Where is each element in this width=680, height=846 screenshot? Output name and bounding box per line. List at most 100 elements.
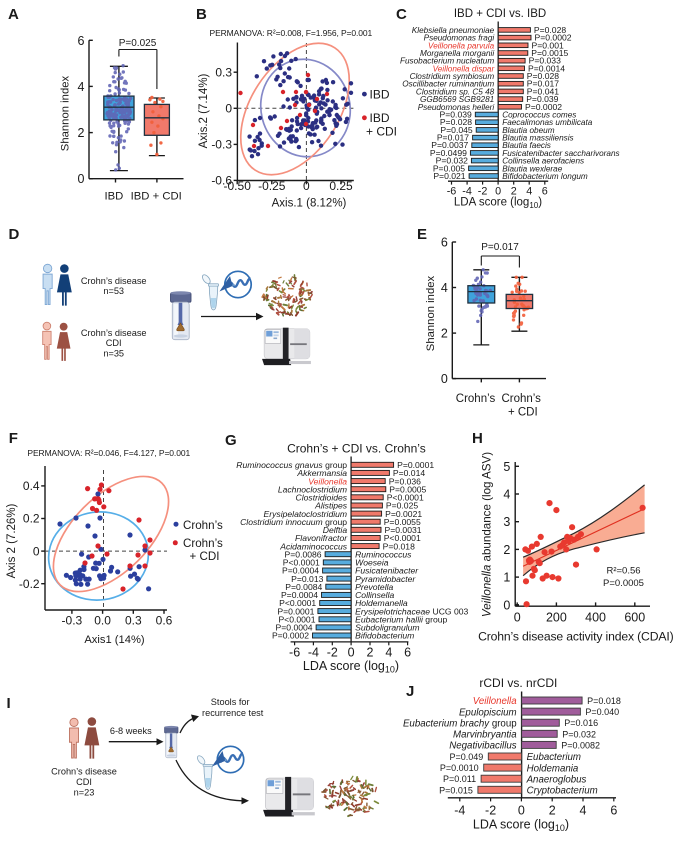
svg-text:Flavonifractor: Flavonifractor	[295, 533, 348, 543]
svg-text:P=0.0005: P=0.0005	[389, 484, 426, 494]
svg-text:P=0.0004: P=0.0004	[281, 590, 318, 600]
svg-text:Veillonella: Veillonella	[473, 696, 517, 707]
svg-text:P=0.021: P=0.021	[433, 171, 465, 181]
svg-text:Axis 2 (7.26%): Axis 2 (7.26%)	[6, 503, 18, 578]
svg-text:0: 0	[514, 611, 521, 625]
svg-text:6-8 weeks: 6-8 weeks	[110, 726, 152, 736]
svg-text:P=0.015: P=0.015	[439, 785, 473, 795]
svg-text:Acidaminococcus: Acidaminococcus	[279, 541, 348, 551]
svg-text:Blautia faecis: Blautia faecis	[502, 141, 551, 150]
svg-text:P=0.028: P=0.028	[527, 71, 559, 81]
svg-text:-0.2: -0.2	[19, 577, 40, 591]
svg-text:P=0.0084: P=0.0084	[285, 582, 322, 592]
svg-text:Epulopiscium: Epulopiscium	[459, 707, 517, 718]
svg-text:0.3: 0.3	[215, 65, 232, 79]
svg-text:Crohn’s disease: Crohn’s disease	[51, 767, 117, 777]
svg-text:n=23: n=23	[74, 788, 95, 798]
svg-text:P=0.0002: P=0.0002	[535, 33, 572, 43]
svg-text:Subdoligranulum: Subdoligranulum	[355, 623, 420, 633]
svg-text:Eubacterium hallii group: Eubacterium hallii group	[355, 615, 447, 625]
svg-text:6: 6	[404, 646, 411, 660]
svg-text:Coprococcus comes: Coprococcus comes	[502, 111, 576, 120]
svg-text:IBD + CDI: IBD + CDI	[131, 191, 182, 203]
svg-text:P=0.014: P=0.014	[393, 468, 425, 478]
svg-text:P=0.028: P=0.028	[534, 25, 566, 35]
svg-text:6: 6	[542, 186, 548, 198]
svg-text:4: 4	[526, 186, 532, 198]
svg-text:600: 600	[624, 611, 645, 625]
svg-text:P=0.028: P=0.028	[440, 117, 472, 127]
svg-text:200: 200	[546, 611, 567, 625]
svg-text:A: A	[8, 6, 19, 23]
svg-text:Pseudomonas fragi: Pseudomonas fragi	[424, 34, 495, 43]
svg-text:P=0.032: P=0.032	[562, 729, 596, 739]
svg-text:LDA score (log10): LDA score (log10)	[473, 818, 569, 834]
svg-text:-6: -6	[447, 186, 457, 198]
svg-text:P=0.036: P=0.036	[389, 476, 421, 486]
svg-text:-0.6: -0.6	[211, 174, 232, 188]
svg-text:P=0.0055: P=0.0055	[384, 517, 421, 527]
svg-text:5: 5	[503, 460, 510, 474]
svg-text:P=0.039: P=0.039	[526, 94, 558, 104]
svg-text:6: 6	[441, 236, 448, 250]
svg-text:Fusicatenibacter: Fusicatenibacter	[355, 566, 419, 576]
svg-text:Oscillibacter ruminantium: Oscillibacter ruminantium	[402, 80, 494, 89]
svg-text:P<0.0001: P<0.0001	[387, 493, 424, 503]
svg-text:IBD: IBD	[370, 88, 390, 102]
svg-text:2: 2	[367, 646, 374, 660]
svg-text:P=0.017: P=0.017	[527, 79, 559, 89]
svg-text:0.0: 0.0	[94, 614, 111, 628]
svg-text:P=0.0005: P=0.0005	[603, 578, 644, 589]
svg-text:P=0.0002: P=0.0002	[272, 631, 309, 641]
svg-text:-0.50: -0.50	[224, 179, 252, 193]
svg-text:-0.25: -0.25	[258, 179, 286, 193]
svg-text:-4: -4	[308, 646, 319, 660]
svg-text:Cryptobacterium: Cryptobacterium	[527, 786, 598, 797]
svg-text:Veillonella parvula: Veillonella parvula	[428, 41, 495, 50]
svg-text:Clostridium sp. C5 48: Clostridium sp. C5 48	[416, 87, 495, 96]
svg-text:n=53: n=53	[103, 286, 124, 296]
svg-text:-0.3: -0.3	[211, 138, 232, 152]
svg-text:Klebsiella pneumoniae: Klebsiella pneumoniae	[412, 26, 495, 35]
svg-text:Veillonella dispar: Veillonella dispar	[433, 64, 495, 73]
svg-text:0: 0	[495, 186, 501, 198]
svg-text:Shannon index: Shannon index	[60, 75, 72, 151]
svg-text:Blautia wexlerae: Blautia wexlerae	[502, 164, 563, 173]
svg-text:P=0.0037: P=0.0037	[431, 140, 468, 150]
svg-text:P=0.0010: P=0.0010	[440, 763, 479, 773]
svg-text:P=0.005: P=0.005	[433, 163, 465, 173]
svg-text:2: 2	[511, 186, 517, 198]
svg-text:P=0.0001: P=0.0001	[397, 460, 434, 470]
svg-text:P=0.039: P=0.039	[440, 110, 472, 120]
svg-text:Alistipes: Alistipes	[314, 501, 348, 511]
svg-text:0.2: 0.2	[23, 512, 40, 526]
svg-text:0: 0	[518, 804, 525, 818]
svg-text:4: 4	[441, 281, 448, 295]
svg-text:R²=0.56: R²=0.56	[606, 566, 640, 577]
svg-text:P<0.0001: P<0.0001	[278, 615, 315, 625]
svg-text:2: 2	[503, 543, 510, 557]
svg-text:P<0.0001: P<0.0001	[279, 598, 316, 608]
svg-text:P=0.013: P=0.013	[291, 574, 323, 584]
svg-text:Veillonella abundance (log ASV: Veillonella abundance (log ASV)	[481, 452, 494, 617]
svg-text:P=0.0014: P=0.0014	[528, 63, 565, 73]
svg-text:Crohn’s: Crohn’s	[183, 519, 223, 532]
svg-text:F: F	[9, 430, 18, 447]
svg-text:0: 0	[441, 372, 448, 386]
svg-text:G: G	[225, 432, 237, 449]
svg-text:Veillonella: Veillonella	[308, 476, 347, 486]
svg-text:n=35: n=35	[103, 349, 124, 359]
svg-text:-4: -4	[462, 186, 472, 198]
svg-text:Collinsella aerofaciens: Collinsella aerofaciens	[502, 157, 584, 166]
svg-text:-6: -6	[289, 646, 300, 660]
svg-text:P=0.018: P=0.018	[587, 696, 621, 706]
svg-text:0: 0	[348, 646, 355, 660]
svg-text:0: 0	[503, 598, 510, 612]
svg-text:1: 1	[503, 571, 510, 585]
svg-text:4: 4	[503, 488, 510, 502]
svg-text:P=0.011: P=0.011	[443, 774, 476, 784]
svg-text:4: 4	[385, 646, 392, 660]
svg-text:Collinsella: Collinsella	[355, 590, 394, 600]
svg-text:Fusicatenibacter saccharivoran: Fusicatenibacter saccharivorans	[502, 149, 619, 158]
svg-text:2: 2	[78, 126, 85, 140]
